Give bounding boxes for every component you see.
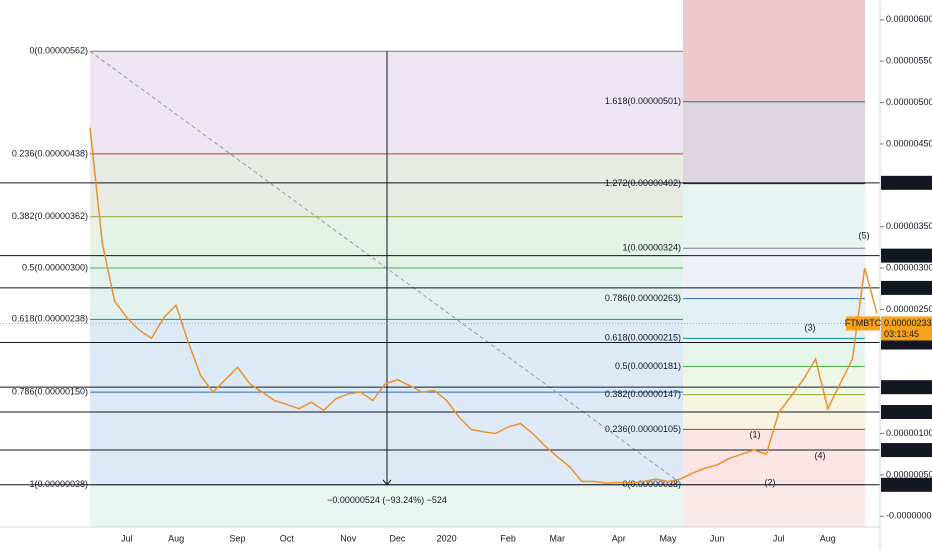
price-tag [881, 405, 932, 420]
symbol-label: FTMBTC [845, 318, 882, 328]
price-tag [881, 175, 932, 190]
fib-zone [683, 183, 865, 249]
fib-ext-label: 0.786(0.00000263) [605, 293, 681, 303]
axes: 0.00000600 0.00000550 0.00000500 0.00000450… [121, 14, 932, 543]
fib-zone [683, 298, 865, 339]
wave-label: (4) [815, 450, 826, 460]
y-tick-label: -0.00000000 [886, 511, 932, 521]
price-line-series [89, 127, 878, 484]
fib-zone [683, 484, 865, 527]
fib-zones [90, 0, 865, 527]
last-price-label: 0.00000233 [884, 318, 932, 328]
x-tick-label: Jul [121, 533, 133, 543]
measure-label: −0.00000524 (−93.24%) −524 [327, 495, 447, 505]
x-tick-label: Dec [389, 533, 406, 543]
price-tag [881, 443, 932, 458]
fib-zone [683, 0, 865, 102]
wave-label: (3) [805, 322, 816, 332]
fib-ext-label: 0.236(0.00000105) [605, 424, 681, 434]
fib-zone [90, 484, 683, 527]
fib-label: 0(0.00000562) [29, 46, 88, 56]
fib-label: 0.786(0.00000150) [12, 387, 88, 397]
fib-zone [683, 248, 865, 299]
x-tick-label: Aug [168, 533, 184, 543]
fib-zone [683, 101, 865, 184]
y-tick-label: 0.00000600 [886, 14, 932, 24]
price-tag-label: 0.00000080 [884, 444, 932, 454]
y-tick-label: 0.00000500 [886, 97, 932, 107]
price-tag [881, 380, 932, 395]
x-tick-label: Jun [710, 533, 725, 543]
price-tag-label: 0.00000126 [884, 406, 932, 416]
fib-label: 0.382(0.00000362) [12, 211, 88, 221]
y-tick-label: 0.00000450 [886, 138, 932, 148]
x-tick-label: 2020 [437, 533, 457, 543]
price-tag-label: 0.00000276 [884, 282, 932, 292]
x-tick-label: Sep [230, 533, 246, 543]
x-tick-label: Feb [500, 533, 516, 543]
price-series: (1) (2) (3) (4) (5) [89, 127, 878, 487]
level-lines: 0(0.00000562) 0.236(0.00000438) 0.382(0.00… [0, 46, 880, 505]
fib-zone [683, 429, 865, 485]
price-tag-label: 0.00000038 [884, 479, 932, 489]
y-tick-label: 0.00000050 [886, 469, 932, 479]
wave-label: (5) [859, 230, 870, 240]
fib-zone [683, 338, 865, 367]
price-tag-label: 0.00000403 [884, 177, 932, 187]
x-tick-label: Mar [550, 533, 566, 543]
y-tick-label: 0.00000300 [886, 262, 932, 272]
wave-label: (1) [750, 429, 761, 439]
x-tick-label: Apr [612, 533, 626, 543]
countdown: 03:13:45 [884, 329, 919, 339]
fib-ext-label: 1.618(0.00000501) [605, 96, 681, 106]
fib-zone [683, 366, 865, 395]
x-tick-label: Aug [820, 533, 836, 543]
fib-ext-label: 1(0.00000324) [622, 243, 681, 253]
price-tag-label: 0.00000156 [884, 382, 932, 392]
fib-label: 0.618(0.00000238) [12, 314, 88, 324]
x-tick-label: Nov [340, 533, 357, 543]
symbol-tag [846, 316, 880, 331]
last-price-tag [881, 316, 932, 341]
fib-label: 0.5(0.00000300) [22, 262, 88, 272]
wave-label: (2) [765, 477, 776, 487]
fib-label: 1(0.00000038) [29, 479, 88, 489]
fib-ext-label: 0(0.00000038) [622, 479, 681, 489]
x-tick-label: May [659, 533, 677, 543]
fib-label: 0.236(0.00000438) [12, 148, 88, 158]
price-tag [881, 280, 932, 295]
y-tick-label: 0.00000100 [886, 428, 932, 438]
x-tick-label: Jul [773, 533, 785, 543]
x-tick-label: Oct [280, 533, 295, 543]
price-tag-label: 0.00000315 [884, 250, 932, 260]
fib-ext-label: 0.618(0.00000215) [605, 333, 681, 343]
y-tick-label: 0.00000350 [886, 221, 932, 231]
price-tag [881, 477, 932, 492]
y-tick-label: 0.00000550 [886, 56, 932, 66]
fib-ext-label: 0.5(0.00000181) [615, 361, 681, 371]
price-tag [881, 248, 932, 263]
fib-ext-label: 0.382(0.00000147) [605, 389, 681, 399]
y-tick-label: 0.00000250 [886, 304, 932, 314]
price-tag-label: 0.00000210 [884, 337, 932, 347]
